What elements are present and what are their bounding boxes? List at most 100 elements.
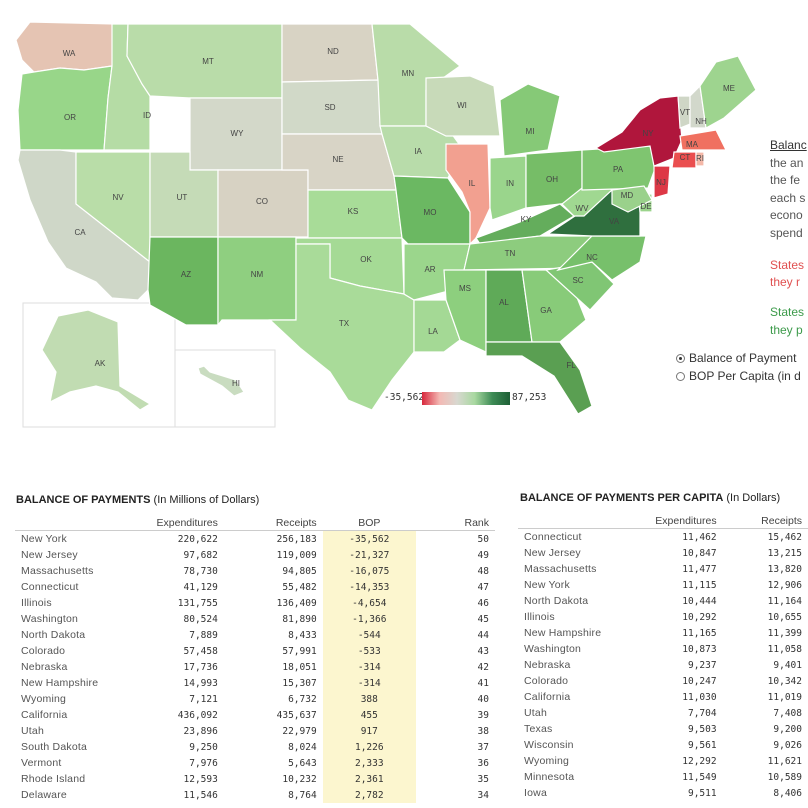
table-row[interactable]: Iowa 9,511 8,406 xyxy=(518,785,808,801)
table-row[interactable]: Texas 9,503 9,200 xyxy=(518,721,808,737)
state-nj[interactable] xyxy=(653,165,671,199)
table-row[interactable]: Delaware 11,546 8,764 2,782 34 xyxy=(15,787,495,803)
table-row[interactable]: Utah 23,896 22,979 917 38 xyxy=(15,723,495,739)
table-row[interactable]: Washington 80,524 81,890 -1,366 45 xyxy=(15,611,495,627)
state-az[interactable] xyxy=(147,236,219,326)
state-wa[interactable] xyxy=(15,21,116,73)
state-name-cell: North Dakota xyxy=(21,629,86,641)
bop-cell: 917 xyxy=(322,723,416,739)
surplus-note-line: they p xyxy=(770,323,803,337)
state-wi[interactable] xyxy=(425,75,501,137)
table-row[interactable]: Wisconsin 9,561 9,026 xyxy=(518,737,808,753)
table-row[interactable]: South Dakota 9,250 8,024 1,226 37 xyxy=(15,739,495,755)
table-row[interactable]: New Jersey 10,847 13,215 xyxy=(518,545,808,561)
rank-cell: 47 xyxy=(477,581,489,593)
table-row[interactable]: Rhode Island 12,593 10,232 2,361 35 xyxy=(15,771,495,787)
state-label-la: LA xyxy=(428,327,438,336)
radio-unselected-icon xyxy=(676,371,685,381)
state-mi[interactable] xyxy=(499,83,561,157)
table-row[interactable]: Nebraska 17,736 18,051 -314 42 xyxy=(15,659,495,675)
table-row[interactable]: Wyoming 12,292 11,621 xyxy=(518,753,808,769)
table-row[interactable]: Wyoming 7,121 6,732 388 40 xyxy=(15,691,495,707)
column-header[interactable]: Expenditures xyxy=(123,516,224,531)
expenditures-cell: 7,976 xyxy=(189,757,218,769)
bop-cell: -14,353 xyxy=(322,579,416,595)
bop-cell: -35,562 xyxy=(322,530,416,547)
state-ma[interactable] xyxy=(679,129,727,151)
expenditures-cell: 97,682 xyxy=(183,549,218,561)
state-label-wv: WV xyxy=(576,204,590,213)
state-name-cell: New Hampshire xyxy=(524,627,602,639)
state-md[interactable] xyxy=(611,185,653,213)
pc-table-title: BALANCE OF PAYMENTS PER CAPITA (In Dolla… xyxy=(520,492,780,504)
description-line: econo xyxy=(770,208,803,222)
state-ak[interactable] xyxy=(41,309,152,411)
state-name-cell: Washington xyxy=(21,613,79,625)
table-row[interactable]: New Hampshire 14,993 15,307 -314 41 xyxy=(15,675,495,691)
rank-cell: 37 xyxy=(477,741,489,753)
table-row[interactable]: Washington 10,873 11,058 xyxy=(518,641,808,657)
column-header[interactable]: Expenditures xyxy=(624,514,723,529)
state-name-cell: Wyoming xyxy=(21,693,67,705)
state-ms[interactable] xyxy=(443,269,487,353)
table-row[interactable]: California 436,092 435,637 455 39 xyxy=(15,707,495,723)
state-ri[interactable] xyxy=(695,151,705,167)
table-row[interactable]: New York 11,115 12,906 xyxy=(518,577,808,593)
table-row[interactable]: Utah 7,704 7,408 xyxy=(518,705,808,721)
us-choropleth-map[interactable]: WA OR CA ID NV MT WY UT AZ CO NM ND SD NE KS OK TX MN IA MO… xyxy=(0,0,808,440)
state-name-cell: New Jersey xyxy=(524,547,581,559)
table-row[interactable]: North Dakota 7,889 8,433 -544 44 xyxy=(15,627,495,643)
rank-cell: 39 xyxy=(477,709,489,721)
state-label-il: IL xyxy=(469,179,476,188)
state-la[interactable] xyxy=(413,299,461,353)
radio-bop-per-capita[interactable]: BOP Per Capita (in d xyxy=(676,369,801,383)
state-label-ma: MA xyxy=(686,140,699,149)
receipts-cell: 22,979 xyxy=(282,725,317,737)
table-row[interactable]: Massachusetts 78,730 94,805 -16,075 48 xyxy=(15,563,495,579)
state-fl[interactable] xyxy=(485,341,593,415)
state-label-mn: MN xyxy=(402,69,415,78)
bop-cell: 1,226 xyxy=(322,739,416,755)
column-header[interactable]: BOP xyxy=(322,516,416,531)
table-row[interactable]: New Hampshire 11,165 11,399 xyxy=(518,625,808,641)
table-row[interactable]: New Jersey 97,682 119,009 -21,327 49 xyxy=(15,547,495,563)
state-label-ks: KS xyxy=(348,207,359,216)
table-row[interactable]: Colorado 10,247 10,342 xyxy=(518,673,808,689)
state-ct[interactable] xyxy=(671,151,697,169)
state-name-cell: New York xyxy=(21,533,67,545)
state-nm[interactable] xyxy=(217,236,297,327)
table-row[interactable]: Illinois 10,292 10,655 xyxy=(518,609,808,625)
receipts-cell: 10,655 xyxy=(767,611,802,623)
table-row[interactable]: Connecticut 41,129 55,482 -14,353 47 xyxy=(15,579,495,595)
state-or[interactable] xyxy=(17,65,113,151)
table-row[interactable]: Connecticut 11,462 15,462 xyxy=(518,529,808,546)
column-header[interactable]: Rank xyxy=(415,516,495,531)
radio-label: Balance of Payment xyxy=(689,351,797,365)
table-row[interactable]: Nebraska 9,237 9,401 xyxy=(518,657,808,673)
table-row[interactable]: Minnesota 11,549 10,589 xyxy=(518,769,808,785)
expenditures-cell: 11,030 xyxy=(682,691,717,703)
table-row[interactable]: Illinois 131,755 136,409 -4,654 46 xyxy=(15,595,495,611)
state-in[interactable] xyxy=(489,155,527,221)
expenditures-cell: 80,524 xyxy=(183,613,218,625)
bop-cell: -544 xyxy=(322,627,416,643)
bop-table-title-text: BALANCE OF PAYMENTS xyxy=(16,494,151,506)
state-hi[interactable] xyxy=(197,365,245,397)
table-row[interactable]: New York 220,622 256,183 -35,562 50 xyxy=(15,530,495,547)
expenditures-cell: 10,847 xyxy=(682,547,717,559)
column-header[interactable]: Receipts xyxy=(223,516,323,531)
table-row[interactable]: Colorado 57,458 57,991 -533 43 xyxy=(15,643,495,659)
table-row[interactable]: North Dakota 10,444 11,164 xyxy=(518,593,808,609)
column-header[interactable]: Receipts xyxy=(722,514,808,529)
radio-balance-of-payments[interactable]: Balance of Payment xyxy=(676,351,796,365)
state-me[interactable] xyxy=(699,55,757,129)
state-label-wy: WY xyxy=(231,129,245,138)
table-row[interactable]: California 11,030 11,019 xyxy=(518,689,808,705)
state-label-ga: GA xyxy=(540,306,552,315)
table-row[interactable]: Vermont 7,976 5,643 2,333 36 xyxy=(15,755,495,771)
state-name-cell: Delaware xyxy=(21,789,67,801)
state-label-ok: OK xyxy=(360,255,372,264)
state-tx[interactable] xyxy=(268,243,415,411)
expenditures-cell: 131,755 xyxy=(177,597,218,609)
table-row[interactable]: Massachusetts 11,477 13,820 xyxy=(518,561,808,577)
